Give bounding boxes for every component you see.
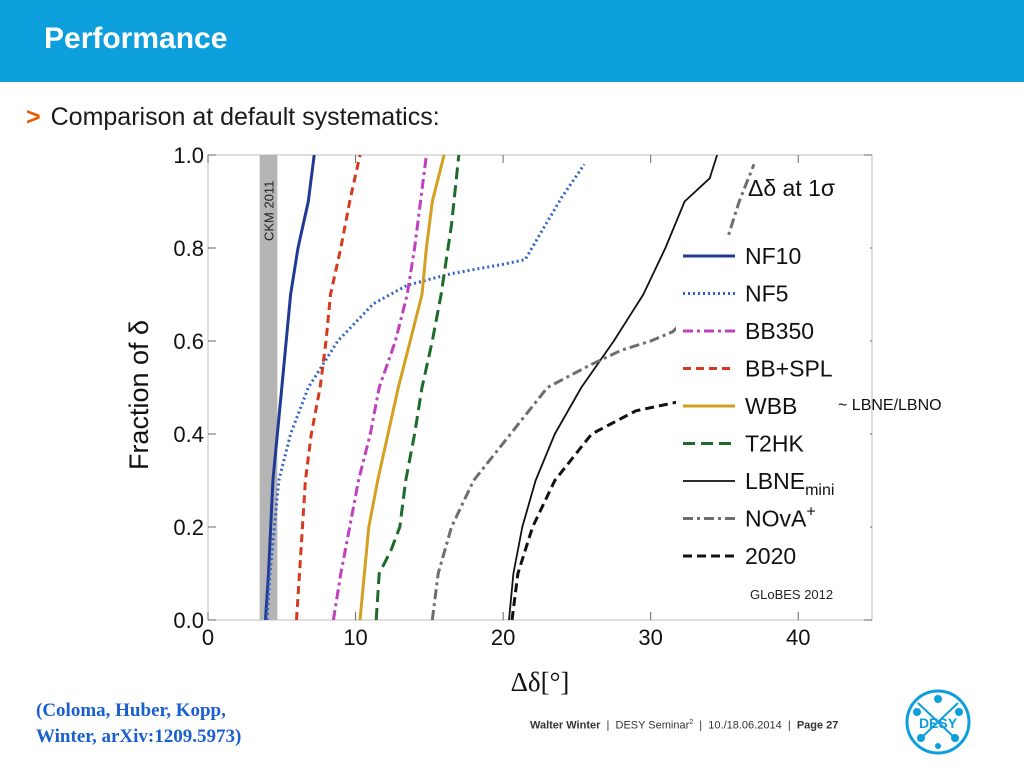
x-tick-label: 20 xyxy=(491,625,515,650)
legend-label: NOvA+ xyxy=(745,504,816,532)
performance-chart: CKM 2011 0 10 20 30 40 0.0 0.2 0.4 0.6 0.8 1.0 NF1… xyxy=(124,143,942,697)
legend-label: NF10 xyxy=(745,243,801,269)
legend-label: 2020 xyxy=(745,543,796,569)
ckm-band-label: CKM 2011 xyxy=(261,181,276,241)
series-line-bb-spl xyxy=(295,155,362,620)
series-line-wbb xyxy=(358,155,446,620)
citation-line-1: (Coloma, Huber, Kopp, xyxy=(36,700,226,721)
y-tick-label: 0.8 xyxy=(173,236,204,261)
footer: Walter Winter | DESY Seminar2 | 10./18.0… xyxy=(530,719,838,732)
legend-label: BB+SPL xyxy=(745,356,833,382)
desy-logo-text: DESY xyxy=(919,715,958,731)
title-bar: Performance xyxy=(0,0,1024,82)
footer-separator: | xyxy=(696,719,706,732)
x-tick-label: 30 xyxy=(638,625,662,650)
y-tick-label: 1.0 xyxy=(173,143,204,168)
footer-seminar: DESY Seminar xyxy=(615,719,690,732)
lbne-annotation: ~ LBNE/LBNO xyxy=(838,397,942,414)
footer-author: Walter Winter xyxy=(530,719,601,732)
desy-logo-icon: DESY xyxy=(905,689,971,755)
footer-dates: 10./18.06.2014 xyxy=(708,719,782,732)
legend-label: T2HK xyxy=(745,431,804,457)
y-tick-label: 0.2 xyxy=(173,515,204,540)
x-tick-label: 0 xyxy=(202,625,214,650)
series-line-nova xyxy=(430,163,756,620)
footer-separator: | xyxy=(784,719,794,732)
legend-label: BB350 xyxy=(745,318,814,344)
slide-title: Performance xyxy=(44,22,228,55)
footer-seminar-sup: 2 xyxy=(689,719,694,726)
series-line-lbne xyxy=(508,155,718,620)
footer-page: Page 27 xyxy=(796,719,839,732)
axis-ticks: 0 10 20 30 40 0.0 0.2 0.4 0.6 0.8 1.0 xyxy=(173,143,872,650)
globes-credit: GLoBES 2012 xyxy=(750,587,833,602)
series-line-nf10 xyxy=(264,155,316,620)
bullet-point: > Comparison at default systematics: xyxy=(26,103,440,132)
y-tick-label: 0.6 xyxy=(173,329,204,354)
y-tick-label: 0.0 xyxy=(173,608,204,633)
citation: (Coloma, Huber, Kopp, Winter, arXiv:1209.… xyxy=(36,698,241,750)
footer-separator: | xyxy=(603,719,613,732)
y-tick-label: 0.4 xyxy=(173,422,204,447)
chart-title: Δδ at 1σ xyxy=(748,175,835,201)
x-tick-label: 40 xyxy=(786,625,810,650)
citation-line-2: Winter, arXiv:1209.5973) xyxy=(36,726,242,747)
bullet-marker: > xyxy=(26,103,41,131)
legend-label: WBB xyxy=(745,393,797,419)
series-line-t2hk xyxy=(374,155,461,620)
x-axis-label: Δδ[°] xyxy=(511,667,570,697)
x-tick-label: 10 xyxy=(343,625,367,650)
series-layer xyxy=(264,155,872,620)
bullet-text: Comparison at default systematics: xyxy=(50,103,440,131)
legend-label: NF5 xyxy=(745,281,788,307)
legend: NF10NF5BB350BB+SPLWBBT2HKLBNEminiNOvA+20… xyxy=(676,236,870,572)
y-axis-label: Fraction of δ xyxy=(124,320,154,470)
series-line-bb350 xyxy=(331,155,428,620)
